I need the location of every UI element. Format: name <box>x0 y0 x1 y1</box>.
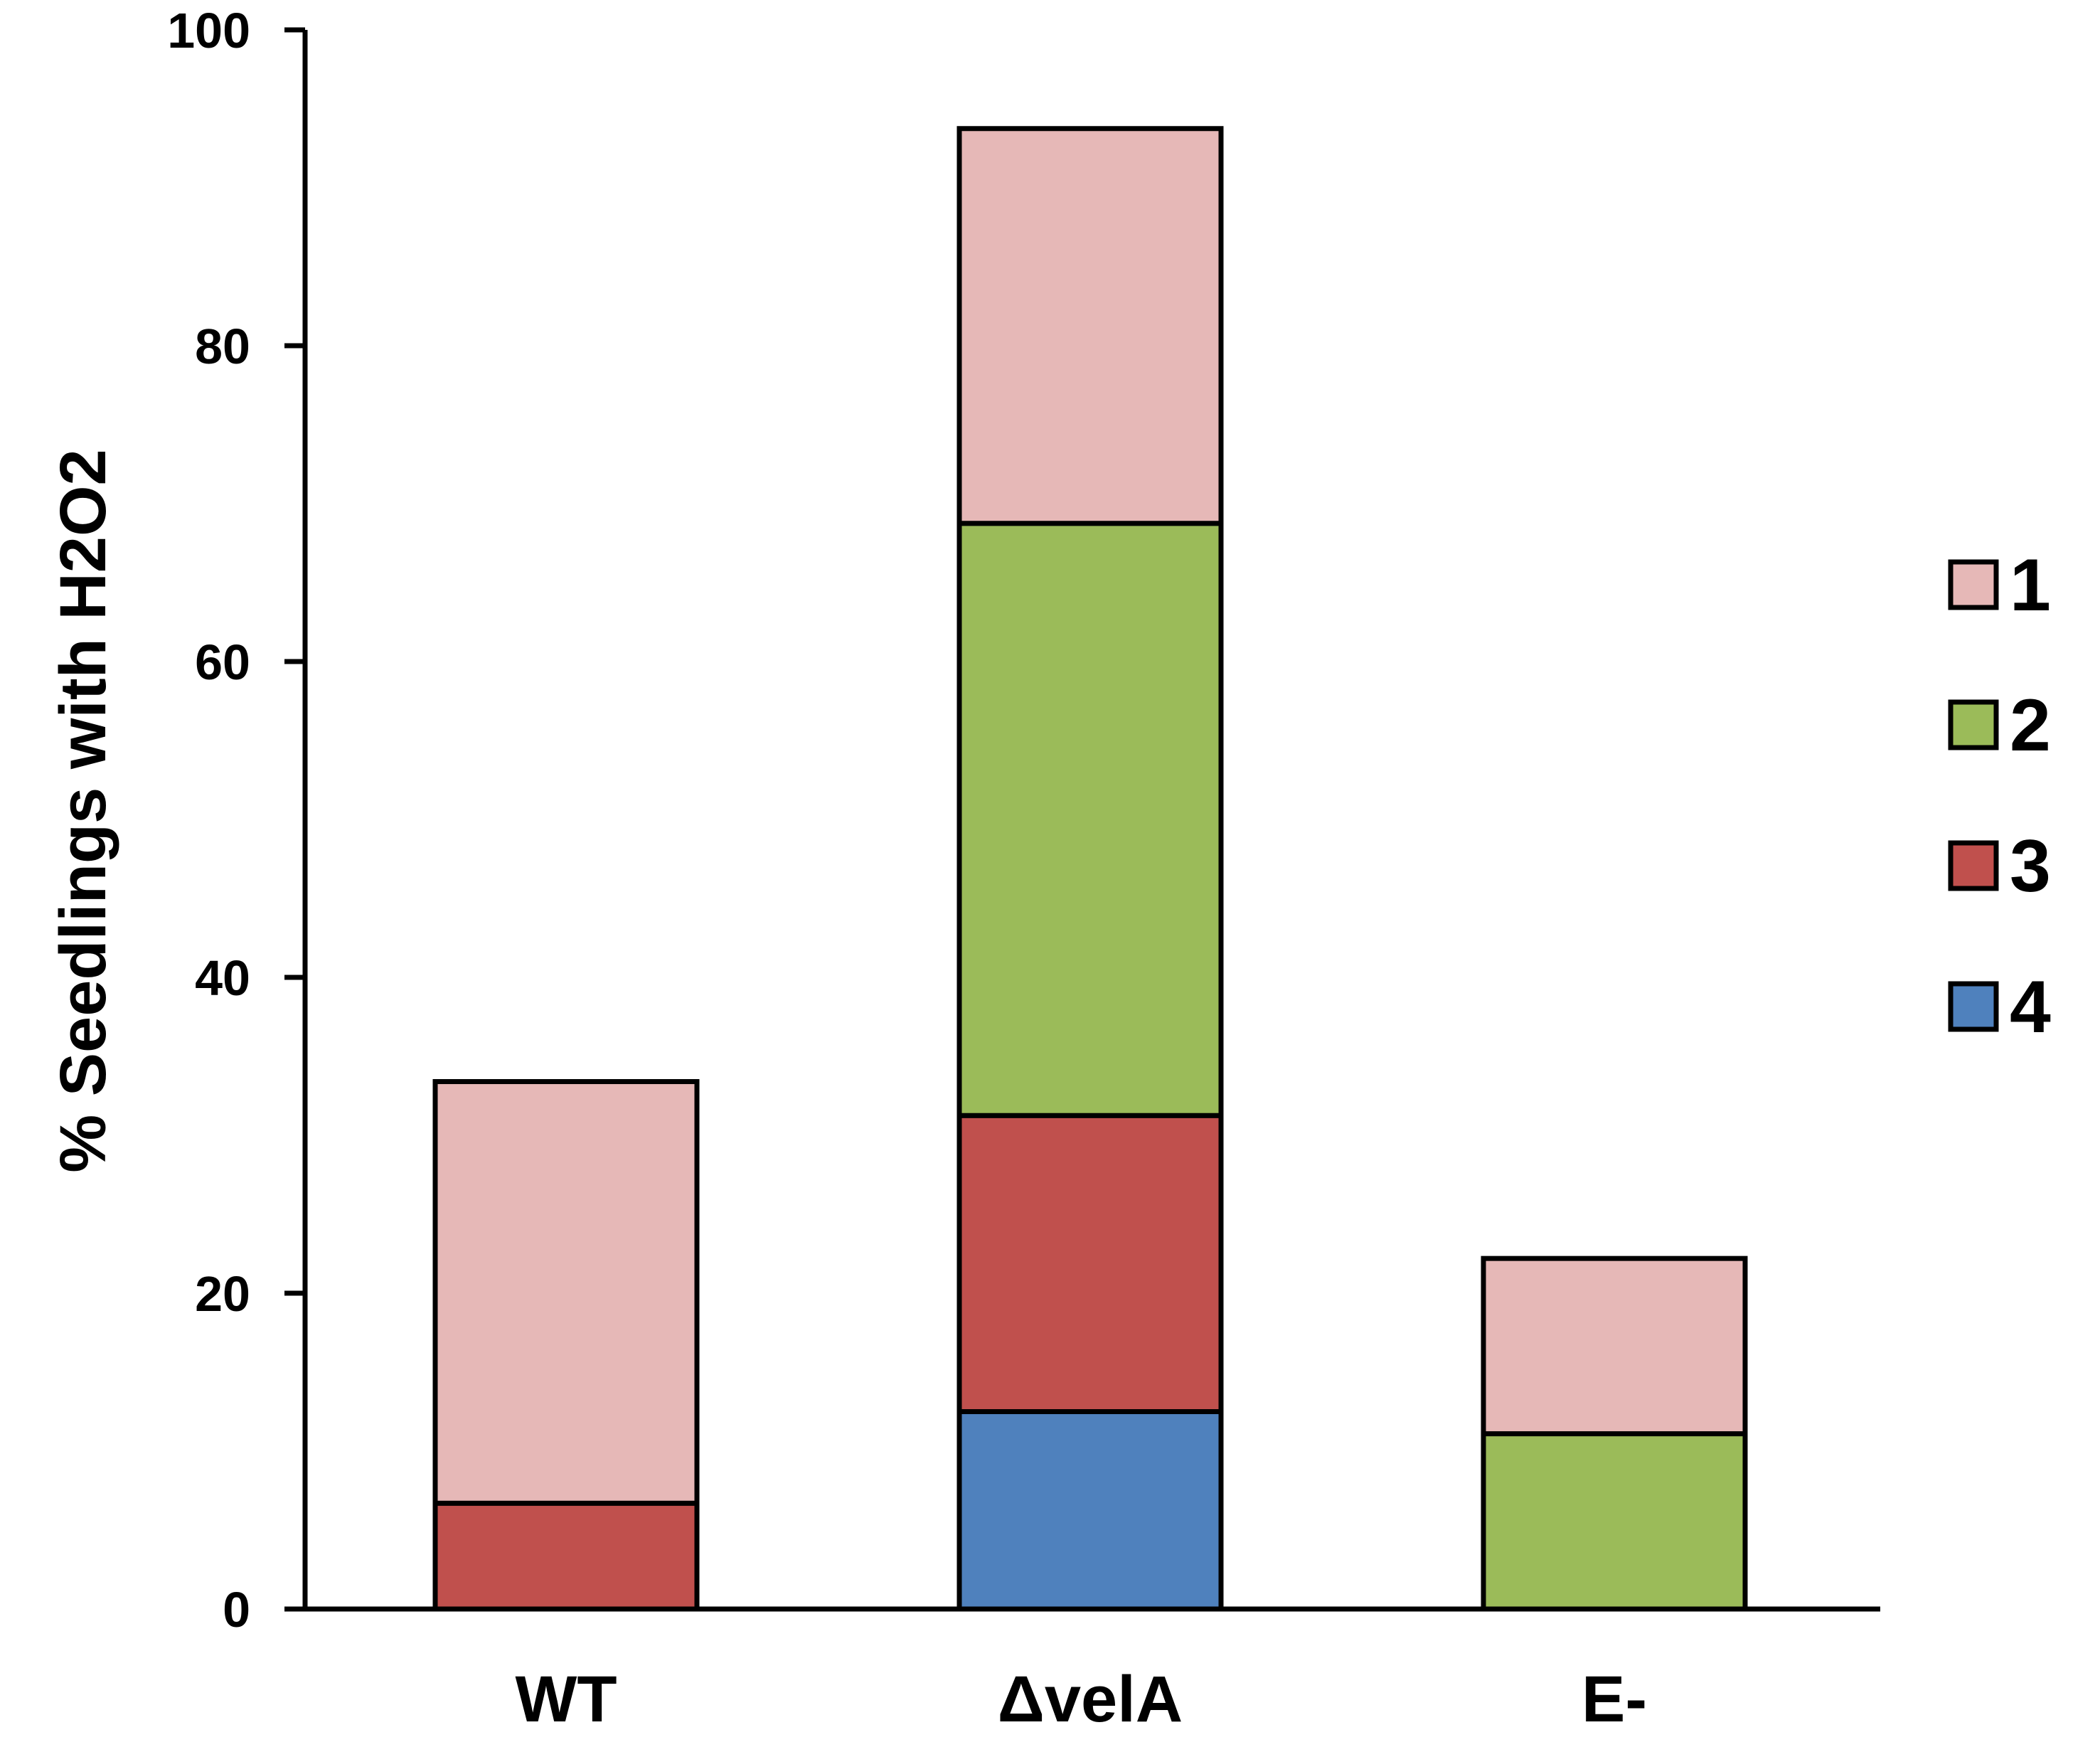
legend: 1 2 3 4 <box>1948 544 2051 1048</box>
y-axis-label: % Seedlings with H2O2 <box>47 449 119 1172</box>
bars-group <box>432 126 1748 1612</box>
x-tick-label: WT <box>515 1663 617 1736</box>
bar-segment-2-series-4 <box>956 1409 1224 1612</box>
legend-label-4: 4 <box>2010 966 2051 1048</box>
bar-segment-2-series-2 <box>956 521 1224 1118</box>
legend-label-2: 2 <box>2010 684 2051 767</box>
x-tick-labels-group: WT ΔvelA E- <box>515 1663 1647 1736</box>
legend-label-3: 3 <box>2010 825 2051 908</box>
y-tick-label: 100 <box>167 3 250 58</box>
legend-label-1: 1 <box>2010 544 2051 627</box>
x-tick-label: ΔvelA <box>998 1663 1183 1736</box>
y-tick-label: 20 <box>195 1266 250 1322</box>
legend-swatch-4 <box>1948 981 1999 1032</box>
y-tick-label: 0 <box>223 1582 250 1637</box>
bar-segment-3-series-1 <box>1481 1255 1748 1437</box>
y-tick-label: 40 <box>195 950 250 1006</box>
y-tick-label: 60 <box>195 635 250 690</box>
y-ticks-group: 0 20 40 60 80 100 <box>167 3 305 1637</box>
y-tick-label: 80 <box>195 319 250 374</box>
legend-swatch-1 <box>1948 559 1999 610</box>
bar-segment-2-series-1 <box>956 126 1224 526</box>
bar-segment-3-series-2 <box>1481 1431 1748 1612</box>
bar-segment-2-series-3 <box>956 1113 1224 1414</box>
x-tick-label: E- <box>1582 1663 1647 1736</box>
bar-segment-1-series-1 <box>432 1079 700 1506</box>
bar-segment-1-series-3 <box>432 1500 700 1612</box>
legend-swatch-3 <box>1948 840 1999 891</box>
axes-group <box>284 30 1880 1612</box>
legend-swatch-2 <box>1948 699 1999 750</box>
